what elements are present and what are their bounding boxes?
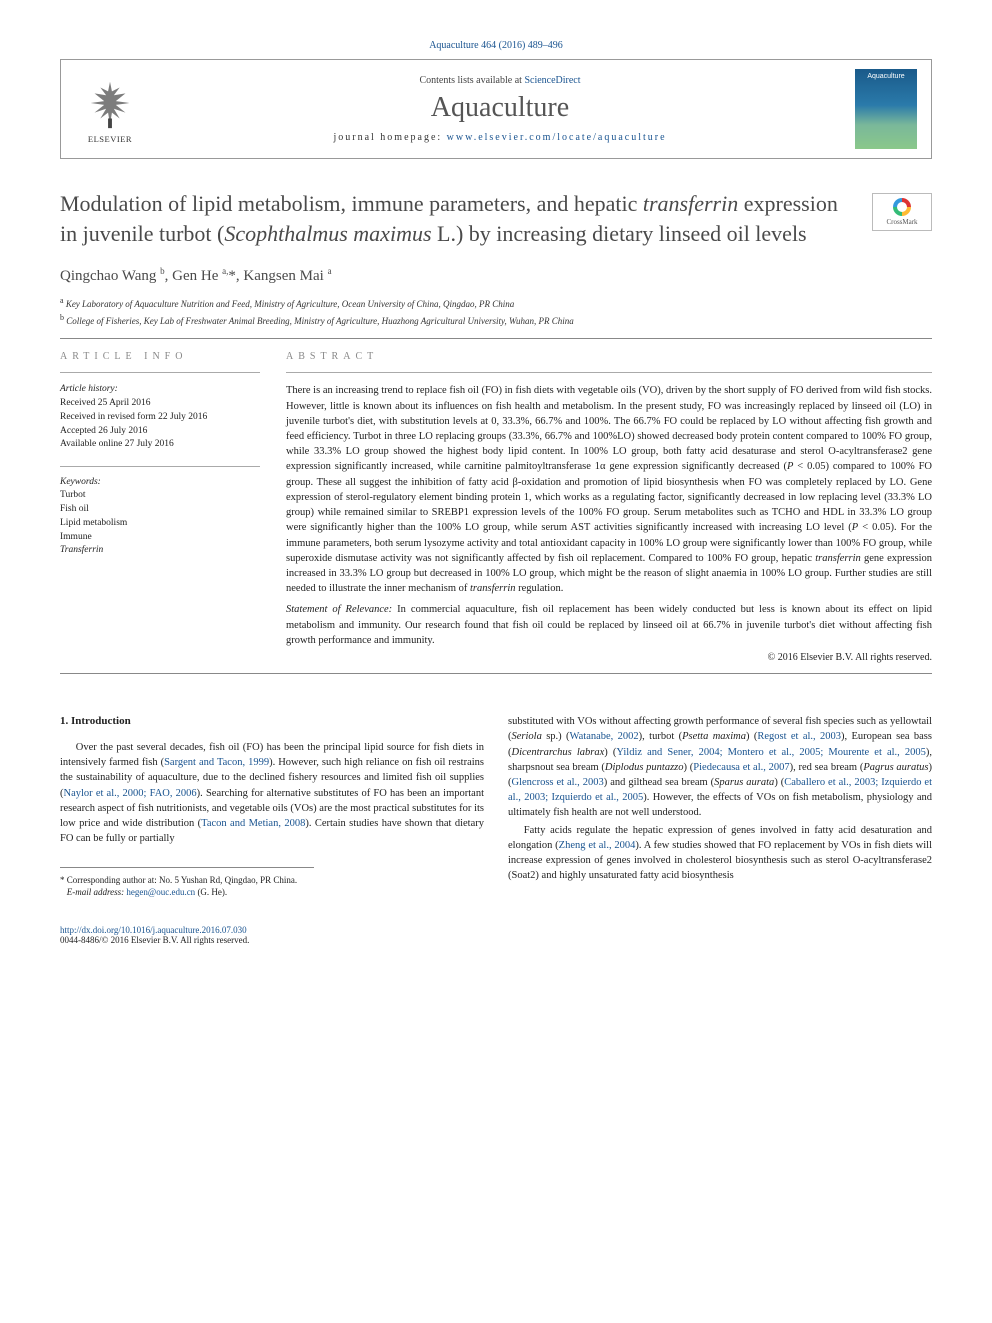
authors: Qingchao Wang b, Gen He a,*, Kangsen Mai…	[60, 266, 932, 285]
header-center: Contents lists available at ScienceDirec…	[145, 75, 855, 143]
crossmark-label: CrossMark	[886, 218, 917, 226]
divider	[60, 673, 932, 674]
homepage-line: journal homepage: www.elsevier.com/locat…	[145, 132, 855, 143]
journal-reference: Aquaculture 464 (2016) 489–496	[60, 40, 932, 51]
elsevier-tree-icon	[81, 74, 139, 132]
body-column-left: 1. Introduction Over the past several de…	[60, 714, 484, 899]
article-history: Article history: Received 25 April 2016 …	[60, 383, 260, 452]
email-link[interactable]: hegen@ouc.edu.cn	[126, 887, 195, 897]
affiliation-b: b College of Fisheries, Key Lab of Fresh…	[60, 312, 932, 329]
journal-header: ELSEVIER Contents lists available at Sci…	[60, 59, 932, 159]
journal-name: Aquaculture	[145, 92, 855, 124]
crossmark-badge[interactable]: CrossMark	[872, 193, 932, 231]
article-info-label: article info	[60, 351, 260, 362]
homepage-link[interactable]: www.elsevier.com/locate/aquaculture	[447, 132, 667, 143]
section-heading: 1. Introduction	[60, 714, 484, 730]
article-info-column: article info Article history: Received 2…	[60, 351, 260, 663]
corr-line: * Corresponding author at: No. 5 Yushan …	[60, 874, 314, 887]
keywords-label: Keywords:	[60, 477, 260, 487]
doi-link[interactable]: http://dx.doi.org/10.1016/j.aquaculture.…	[60, 925, 247, 935]
abstract-text: There is an increasing trend to replace …	[286, 383, 932, 596]
affiliations: a Key Laboratory of Aquaculture Nutritio…	[60, 295, 932, 328]
info-divider	[60, 466, 260, 467]
abstract-label: abstract	[286, 351, 932, 362]
journal-ref-link[interactable]: Aquaculture 464 (2016) 489–496	[429, 40, 563, 51]
crossmark-icon	[893, 198, 911, 216]
statement-of-relevance: Statement of Relevance: In commercial aq…	[286, 602, 932, 648]
issn-line: 0044-8486/© 2016 Elsevier B.V. All right…	[60, 935, 249, 945]
body-paragraph: substituted with VOs without affecting g…	[508, 714, 932, 821]
corresponding-author: * Corresponding author at: No. 5 Yushan …	[60, 867, 314, 899]
abstract-column: abstract There is an increasing trend to…	[286, 351, 932, 663]
article-title: Modulation of lipid metabolism, immune p…	[60, 189, 932, 248]
keyword: Immune	[60, 531, 260, 545]
copyright: © 2016 Elsevier B.V. All rights reserved…	[286, 652, 932, 663]
page: Aquaculture 464 (2016) 489–496 ELSEVIER …	[0, 0, 992, 975]
page-footer: http://dx.doi.org/10.1016/j.aquaculture.…	[60, 925, 932, 945]
affiliation-a: a Key Laboratory of Aquaculture Nutritio…	[60, 295, 932, 312]
cover-title: Aquaculture	[867, 73, 904, 80]
keyword: Lipid metabolism	[60, 517, 260, 531]
body-paragraph: Fatty acids regulate the hepatic express…	[508, 823, 932, 884]
info-abstract-row: article info Article history: Received 2…	[60, 351, 932, 663]
sciencedirect-link[interactable]: ScienceDirect	[524, 75, 580, 86]
contents-line: Contents lists available at ScienceDirec…	[145, 75, 855, 86]
body-paragraph: Over the past several decades, fish oil …	[60, 740, 484, 847]
info-divider	[60, 372, 260, 373]
divider	[60, 338, 932, 339]
corr-email-line: E-mail address: hegen@ouc.edu.cn (G. He)…	[60, 886, 314, 899]
title-area: Modulation of lipid metabolism, immune p…	[60, 189, 932, 248]
elsevier-logo: ELSEVIER	[75, 70, 145, 148]
elsevier-label: ELSEVIER	[88, 134, 132, 144]
keyword: Turbot	[60, 489, 260, 503]
keyword: Transferrin	[60, 544, 260, 558]
abstract-divider	[286, 372, 932, 373]
body-column-right: substituted with VOs without affecting g…	[508, 714, 932, 899]
body-columns: 1. Introduction Over the past several de…	[60, 714, 932, 899]
keyword: Fish oil	[60, 503, 260, 517]
journal-cover-thumbnail: Aquaculture	[855, 69, 917, 149]
